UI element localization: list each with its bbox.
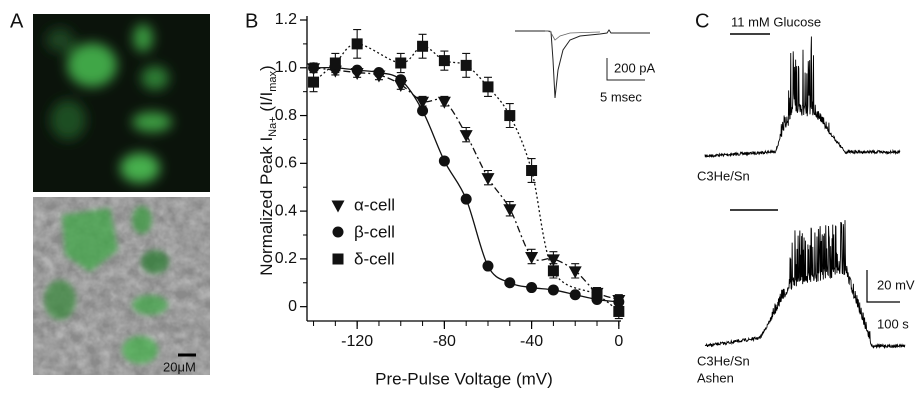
marker — [461, 194, 472, 205]
voltage-trace — [705, 36, 900, 157]
inset-current-scale: 200 pA — [614, 60, 656, 75]
y-tick-label: 0.2 — [275, 250, 297, 267]
legend-label: δ-cell — [354, 249, 395, 268]
marker — [569, 266, 582, 278]
trace-label: C3He/Sn — [697, 168, 750, 183]
y-tick-label: 0.6 — [275, 155, 297, 172]
legend-label: α-cell — [354, 195, 395, 214]
time-scale: 100 s — [877, 316, 909, 331]
marker — [548, 265, 559, 276]
panel-label: C — [695, 10, 709, 32]
marker — [308, 62, 319, 73]
marker — [592, 289, 603, 300]
x-tick-label: -120 — [341, 333, 373, 350]
marker — [373, 67, 384, 78]
marker — [613, 306, 624, 317]
marker — [438, 97, 451, 109]
scale-bar-label: 20μM — [163, 359, 196, 374]
marker — [439, 55, 450, 66]
panel-label: B — [245, 10, 258, 32]
marker — [526, 165, 537, 176]
fluorescence-image — [33, 14, 210, 192]
x-axis-title: Pre-Pulse Voltage (mV) — [375, 369, 553, 388]
marker — [417, 105, 428, 116]
trace-label: C3He/Sn — [697, 353, 750, 368]
label-text: ) — [257, 65, 276, 71]
x-tick-label: 0 — [614, 333, 623, 350]
marker — [417, 41, 428, 52]
subscript: Na+ — [267, 116, 279, 137]
marker — [439, 155, 450, 166]
panel-label: A — [10, 10, 24, 32]
marker — [395, 74, 406, 85]
marker — [330, 58, 341, 69]
voltage-traces — [705, 36, 905, 347]
x-tick-label: -80 — [433, 333, 456, 350]
inset-time-scale: 5 msec — [600, 89, 642, 104]
marker — [482, 261, 493, 272]
stimulus-label: 11 mM Glucose — [731, 14, 821, 29]
trace-label: Ashen — [697, 370, 734, 385]
legend-marker — [333, 227, 344, 238]
y-tick-label: 1.2 — [275, 11, 297, 28]
y-tick-label: 0.4 — [275, 202, 297, 219]
marker — [352, 65, 363, 76]
marker — [352, 38, 363, 49]
marker — [504, 110, 515, 121]
label-text: (I/I — [257, 92, 276, 117]
subscript: max — [267, 70, 279, 91]
label-text: Normalized Peak I — [257, 137, 276, 276]
marker — [460, 130, 473, 142]
y-axis-title: Normalized Peak INa+ (I/Imax) — [257, 65, 278, 275]
brightfield-image: 20μM — [33, 197, 210, 375]
marker — [482, 81, 493, 92]
legend-label: β-cell — [354, 222, 395, 241]
marker — [504, 277, 515, 288]
marker — [526, 282, 537, 293]
marker — [525, 252, 538, 264]
y-tick-label: 0 — [288, 298, 297, 315]
voltage-trace — [705, 220, 905, 347]
marker — [570, 289, 581, 300]
voltage-scale: 20 mV — [877, 277, 915, 292]
figure: A 20μM B 00.20.40.60.81.01.2-120-80-400P… — [0, 0, 920, 393]
marker — [503, 204, 516, 216]
marker — [548, 284, 559, 295]
x-tick-label: -40 — [520, 333, 543, 350]
marker — [308, 77, 319, 88]
marker — [395, 58, 406, 69]
marker — [481, 173, 494, 185]
marker — [461, 60, 472, 71]
legend-marker — [333, 254, 344, 265]
legend-marker — [332, 201, 345, 213]
